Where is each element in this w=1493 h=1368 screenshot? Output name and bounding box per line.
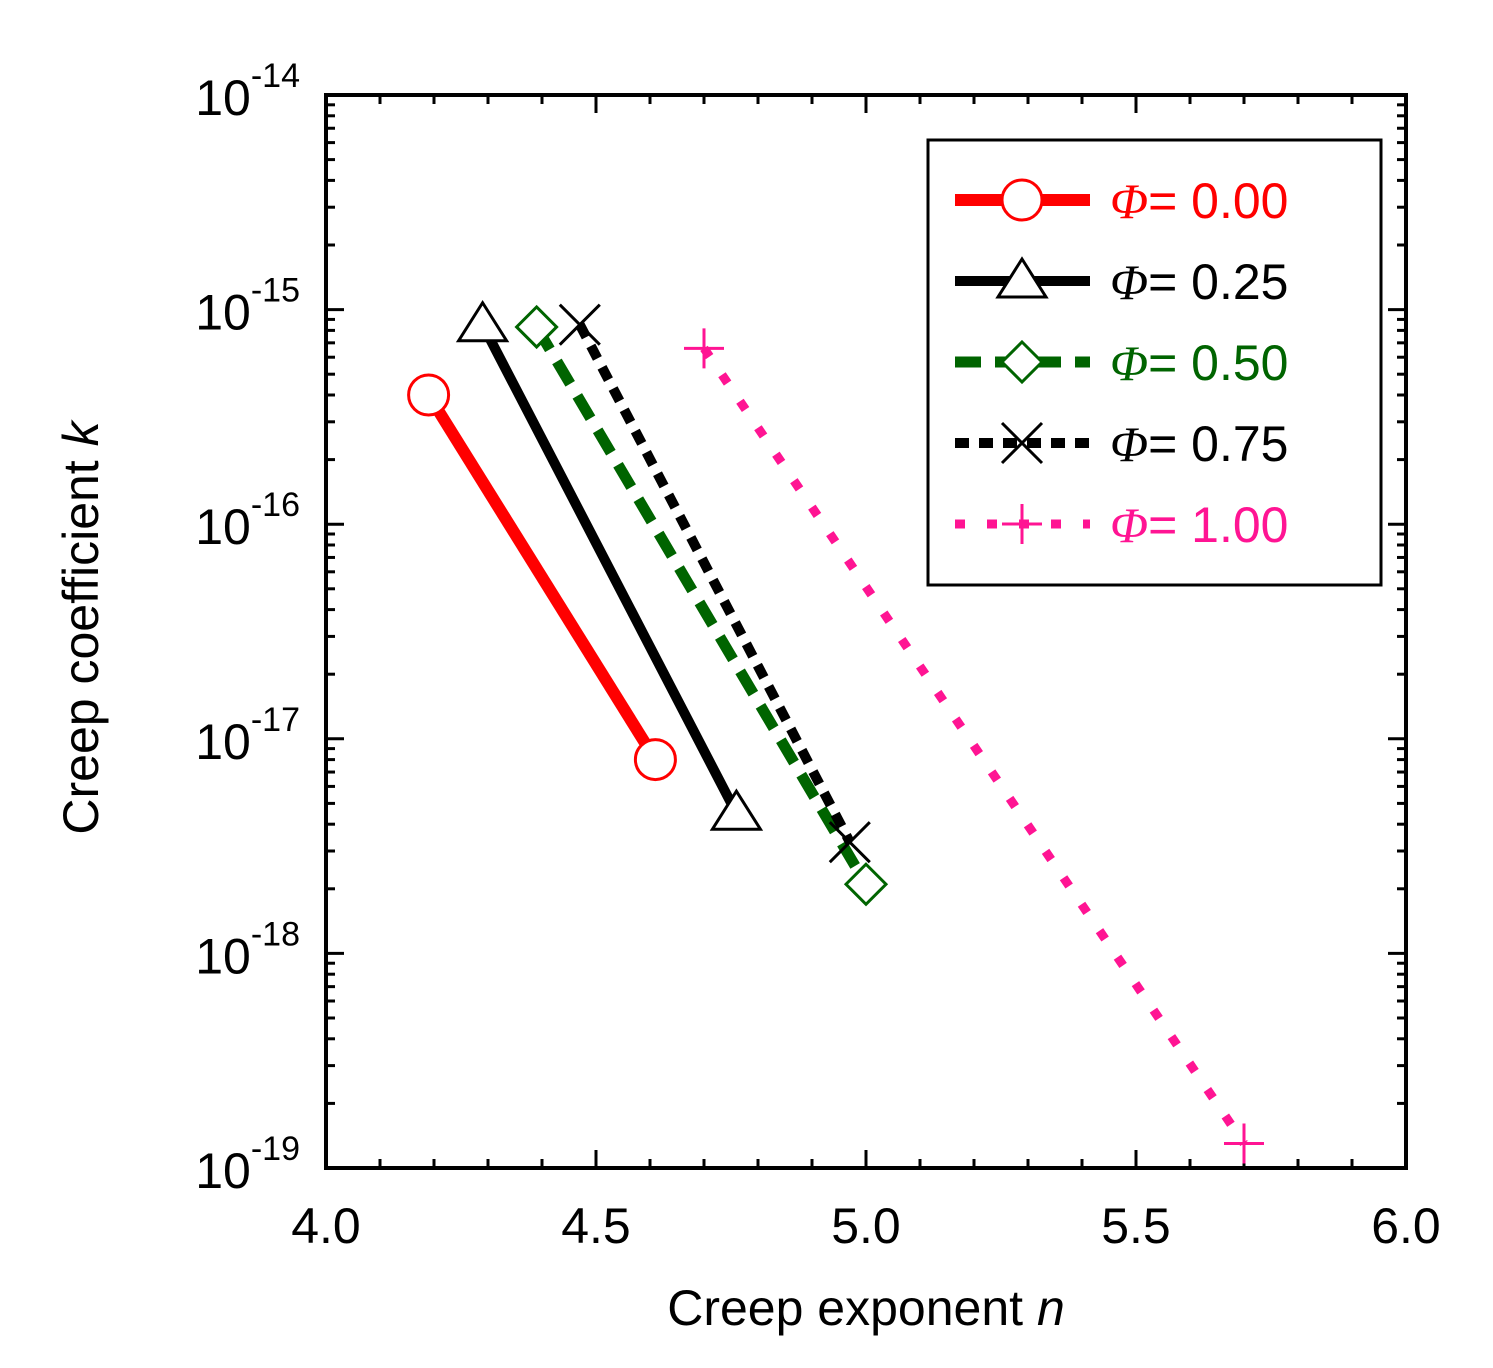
series-1-point-0 <box>455 299 510 343</box>
y-tick-label: 10-16 <box>195 486 300 555</box>
series-line-0 <box>423 391 661 763</box>
legend-label-4: Φ= 1.00 <box>1110 497 1288 553</box>
y-tick-base: 10 <box>195 714 251 770</box>
x-axis-title: Creep exponent n <box>667 1280 1065 1336</box>
series-1-point-1 <box>709 788 764 831</box>
y-axis-title-variable: k <box>53 418 109 446</box>
y-axis-title-text: Creep coefficient <box>53 446 109 834</box>
series-0-point-0 <box>407 373 451 417</box>
y-tick-base: 10 <box>195 1143 251 1199</box>
series-line-1 <box>478 322 741 816</box>
legend-marker-3 <box>1000 421 1044 465</box>
legend-value: = 0.00 <box>1148 173 1288 229</box>
y-tick-exponent: -17 <box>251 701 300 739</box>
y-tick-base: 10 <box>195 70 251 126</box>
legend-value: = 0.25 <box>1148 254 1288 310</box>
series-3 <box>558 303 871 864</box>
x-tick-label: 5.0 <box>831 1198 901 1254</box>
legend-symbol: Φ <box>1110 173 1148 229</box>
series-line-4 <box>700 345 1248 1147</box>
legend-symbol: Φ <box>1110 254 1148 310</box>
series-2 <box>514 304 889 907</box>
y-tick-exponent: -16 <box>251 486 300 524</box>
x-tick-label: 5.5 <box>1101 1198 1171 1254</box>
series-3-point-1 <box>828 821 871 864</box>
legend-symbol: Φ <box>1110 416 1148 472</box>
legend-value: = 1.00 <box>1148 497 1288 553</box>
y-tick-exponent: -14 <box>251 57 300 95</box>
series-0 <box>407 373 677 782</box>
series-2-point-0 <box>514 304 559 350</box>
series-4-point-1 <box>1224 1123 1264 1164</box>
y-tick-label: 10-17 <box>195 701 300 770</box>
x-tick-label: 4.5 <box>561 1198 631 1254</box>
legend-symbol: Φ <box>1110 497 1148 553</box>
legend-value: = 0.50 <box>1148 335 1288 391</box>
y-axis-title: Creep coefficient k <box>53 418 109 834</box>
series-line-3 <box>575 322 855 845</box>
y-tick-exponent: -19 <box>251 1130 300 1168</box>
y-tick-label: 10-14 <box>195 57 300 126</box>
y-tick-label: 10-15 <box>195 272 300 341</box>
legend: Φ= 0.00Φ= 0.25Φ= 0.50Φ= 0.75Φ= 1.00 <box>926 138 1383 587</box>
x-axis-title-text: Creep exponent <box>667 1280 1037 1336</box>
series-1 <box>455 299 764 831</box>
y-tick-base: 10 <box>195 928 251 984</box>
plot-frame <box>324 93 1408 1170</box>
y-tick-label: 10-18 <box>195 915 300 984</box>
series-3-point-0 <box>558 303 601 346</box>
x-tick-label: 4.0 <box>291 1198 361 1254</box>
legend-symbol: Φ <box>1110 335 1148 391</box>
y-tick-exponent: -15 <box>251 272 300 310</box>
series-layer <box>407 299 1264 1164</box>
legend-marker-1 <box>995 256 1049 299</box>
legend-label-3: Φ= 0.75 <box>1110 416 1288 472</box>
y-tick-exponent: -18 <box>251 915 300 953</box>
y-tick-label: 10-19 <box>195 1130 300 1199</box>
legend-marker-0 <box>1000 178 1044 222</box>
series-0-point-1 <box>633 738 677 782</box>
x-tick-label: 6.0 <box>1371 1198 1441 1254</box>
series-line-2 <box>531 324 871 888</box>
x-axis-title-variable: n <box>1037 1280 1065 1336</box>
legend-marker-2 <box>999 339 1045 385</box>
legend-label-2: Φ= 0.50 <box>1110 335 1288 391</box>
legend-value: = 0.75 <box>1148 416 1288 472</box>
series-4 <box>684 328 1264 1164</box>
y-tick-base: 10 <box>195 499 251 555</box>
series-2-point-1 <box>843 862 889 907</box>
legend-marker-4 <box>1002 504 1042 544</box>
series-4-point-0 <box>684 328 724 369</box>
y-tick-base: 10 <box>195 285 251 341</box>
legend-label-1: Φ= 0.25 <box>1110 254 1288 310</box>
legend-label-0: Φ= 0.00 <box>1110 173 1288 229</box>
tick-labels: 4.0 4.5 5.0 5.5 6.010-1410-1510-1610-1710-18… <box>195 57 1441 1254</box>
